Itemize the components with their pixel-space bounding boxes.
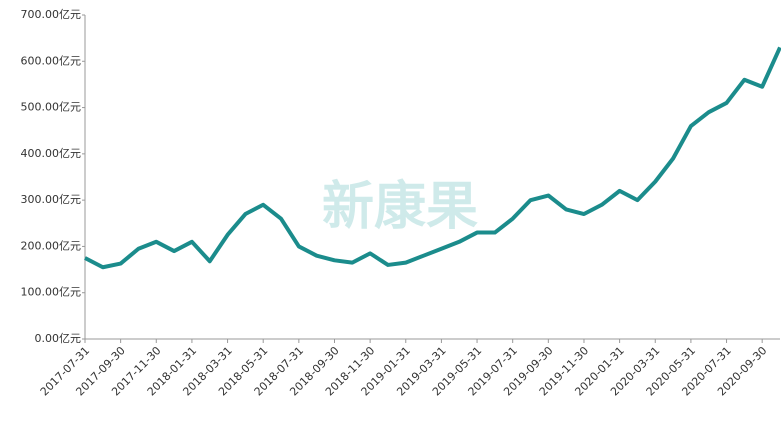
y-tick-label: 200.00亿元 <box>21 239 82 252</box>
y-tick-label: 400.00亿元 <box>21 147 82 160</box>
y-tick-label: 500.00亿元 <box>21 101 82 114</box>
y-tick-label: 300.00亿元 <box>21 193 82 206</box>
y-tick-label: 100.00亿元 <box>21 286 82 299</box>
watermark: 新康果 <box>322 177 478 237</box>
y-tick-label: 600.00亿元 <box>21 54 82 67</box>
line <box>84 46 781 270</box>
y-tick-label: 700.00亿元 <box>21 8 82 21</box>
y-tick-label: 0.00亿元 <box>35 332 82 345</box>
